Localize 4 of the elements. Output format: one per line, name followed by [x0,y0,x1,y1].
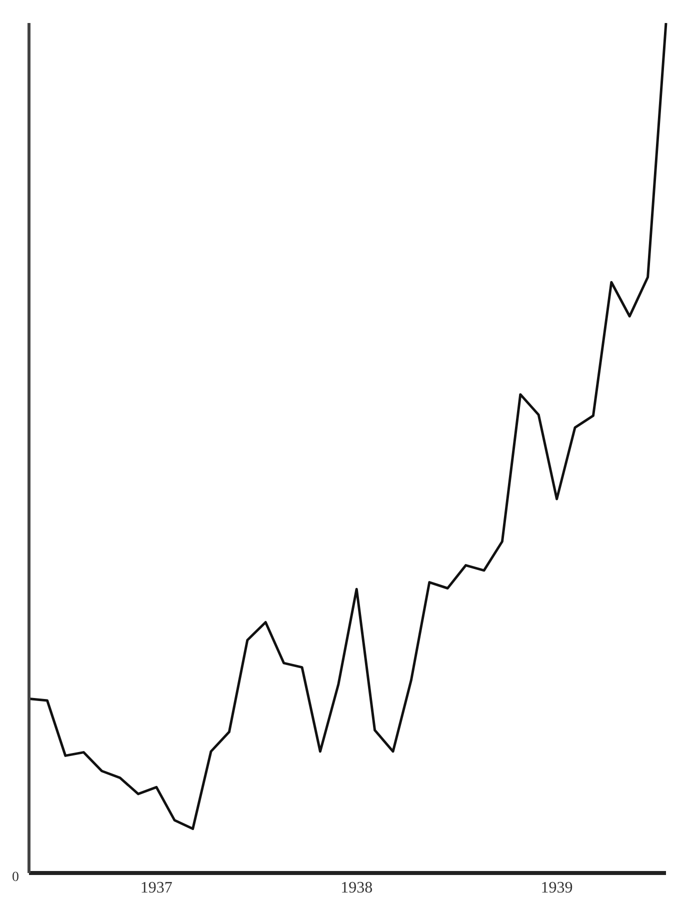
x-tick-label: 1938 [340,879,373,896]
x-tick-label: 1937 [140,879,172,896]
text: 0 [12,870,19,886]
x-tick-label: 1939 [540,879,573,896]
